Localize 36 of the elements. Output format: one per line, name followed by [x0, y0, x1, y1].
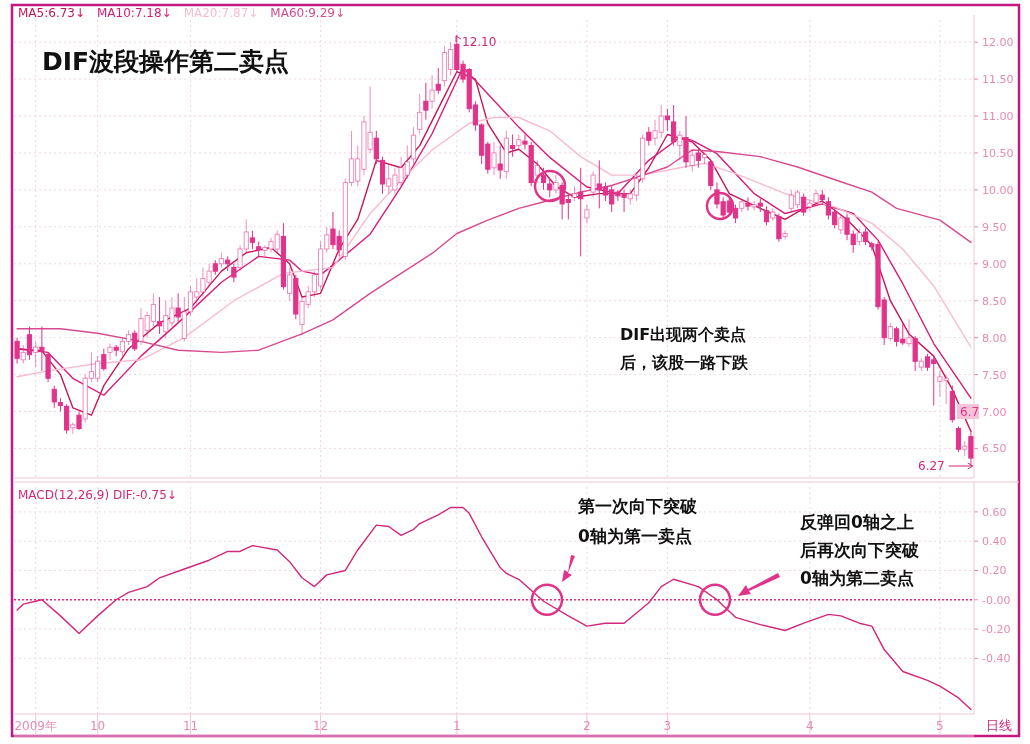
- x-tick-label: 3: [663, 719, 672, 733]
- y-tick-label: 8.50: [982, 294, 1007, 308]
- annotation: DIF出现两个卖点后，该股一路下跌: [619, 325, 749, 372]
- text: DIF波段操作第二卖点: [42, 47, 290, 76]
- y-tick-label: 6.50: [982, 442, 1007, 456]
- y-tick-label: 0.20: [982, 564, 1007, 578]
- y-tick-label: 7.00: [982, 405, 1007, 419]
- x-tick-label: 1: [453, 719, 461, 733]
- annotation: 6.27: [918, 459, 945, 473]
- annotation: 第一次向下突破0轴为第一卖点: [577, 496, 698, 546]
- y-tick-label: 0.40: [982, 535, 1007, 549]
- y-tick-label: 11.50: [982, 73, 1014, 87]
- legend: MACD(12,26,9) DIF:-0.75↓: [18, 488, 177, 502]
- legend: MA5:6.73↓ MA10:7.18↓ MA20:7.87↓ MA60:9.29↓: [18, 6, 345, 20]
- y-tick-label: 10.50: [982, 146, 1014, 160]
- x-tick-label: 2009年: [14, 719, 57, 733]
- y-tick-label: 9.50: [982, 220, 1007, 234]
- y-tick-label: -0.00: [982, 593, 1011, 607]
- annotation: 12.10: [462, 35, 497, 49]
- x-axis-title: 日线: [986, 718, 1012, 733]
- y-tick-label: -0.20: [982, 623, 1011, 637]
- x-tick-label: 4: [806, 719, 814, 733]
- annotation: 反弹回0轴之上后再次向下突破0轴为第二卖点: [799, 512, 920, 588]
- y-tick-label: 8.00: [982, 331, 1007, 345]
- x-tick-label: 5: [936, 719, 944, 733]
- y-tick-label: 10.00: [982, 183, 1014, 197]
- y-tick-label: 0.60: [982, 505, 1007, 519]
- y-tick-label: -0.40: [982, 652, 1011, 666]
- y-tick-label: 7.50: [982, 368, 1007, 382]
- x-tick-label: 11: [182, 719, 199, 733]
- y-tick-label: 11.00: [982, 110, 1014, 124]
- x-tick-label: 2: [583, 719, 591, 733]
- y-tick-label: 12.00: [982, 36, 1014, 50]
- y-tick-label: 9.00: [982, 257, 1007, 271]
- x-tick-label: 12: [312, 719, 329, 733]
- x-tick-label: 10: [89, 719, 106, 733]
